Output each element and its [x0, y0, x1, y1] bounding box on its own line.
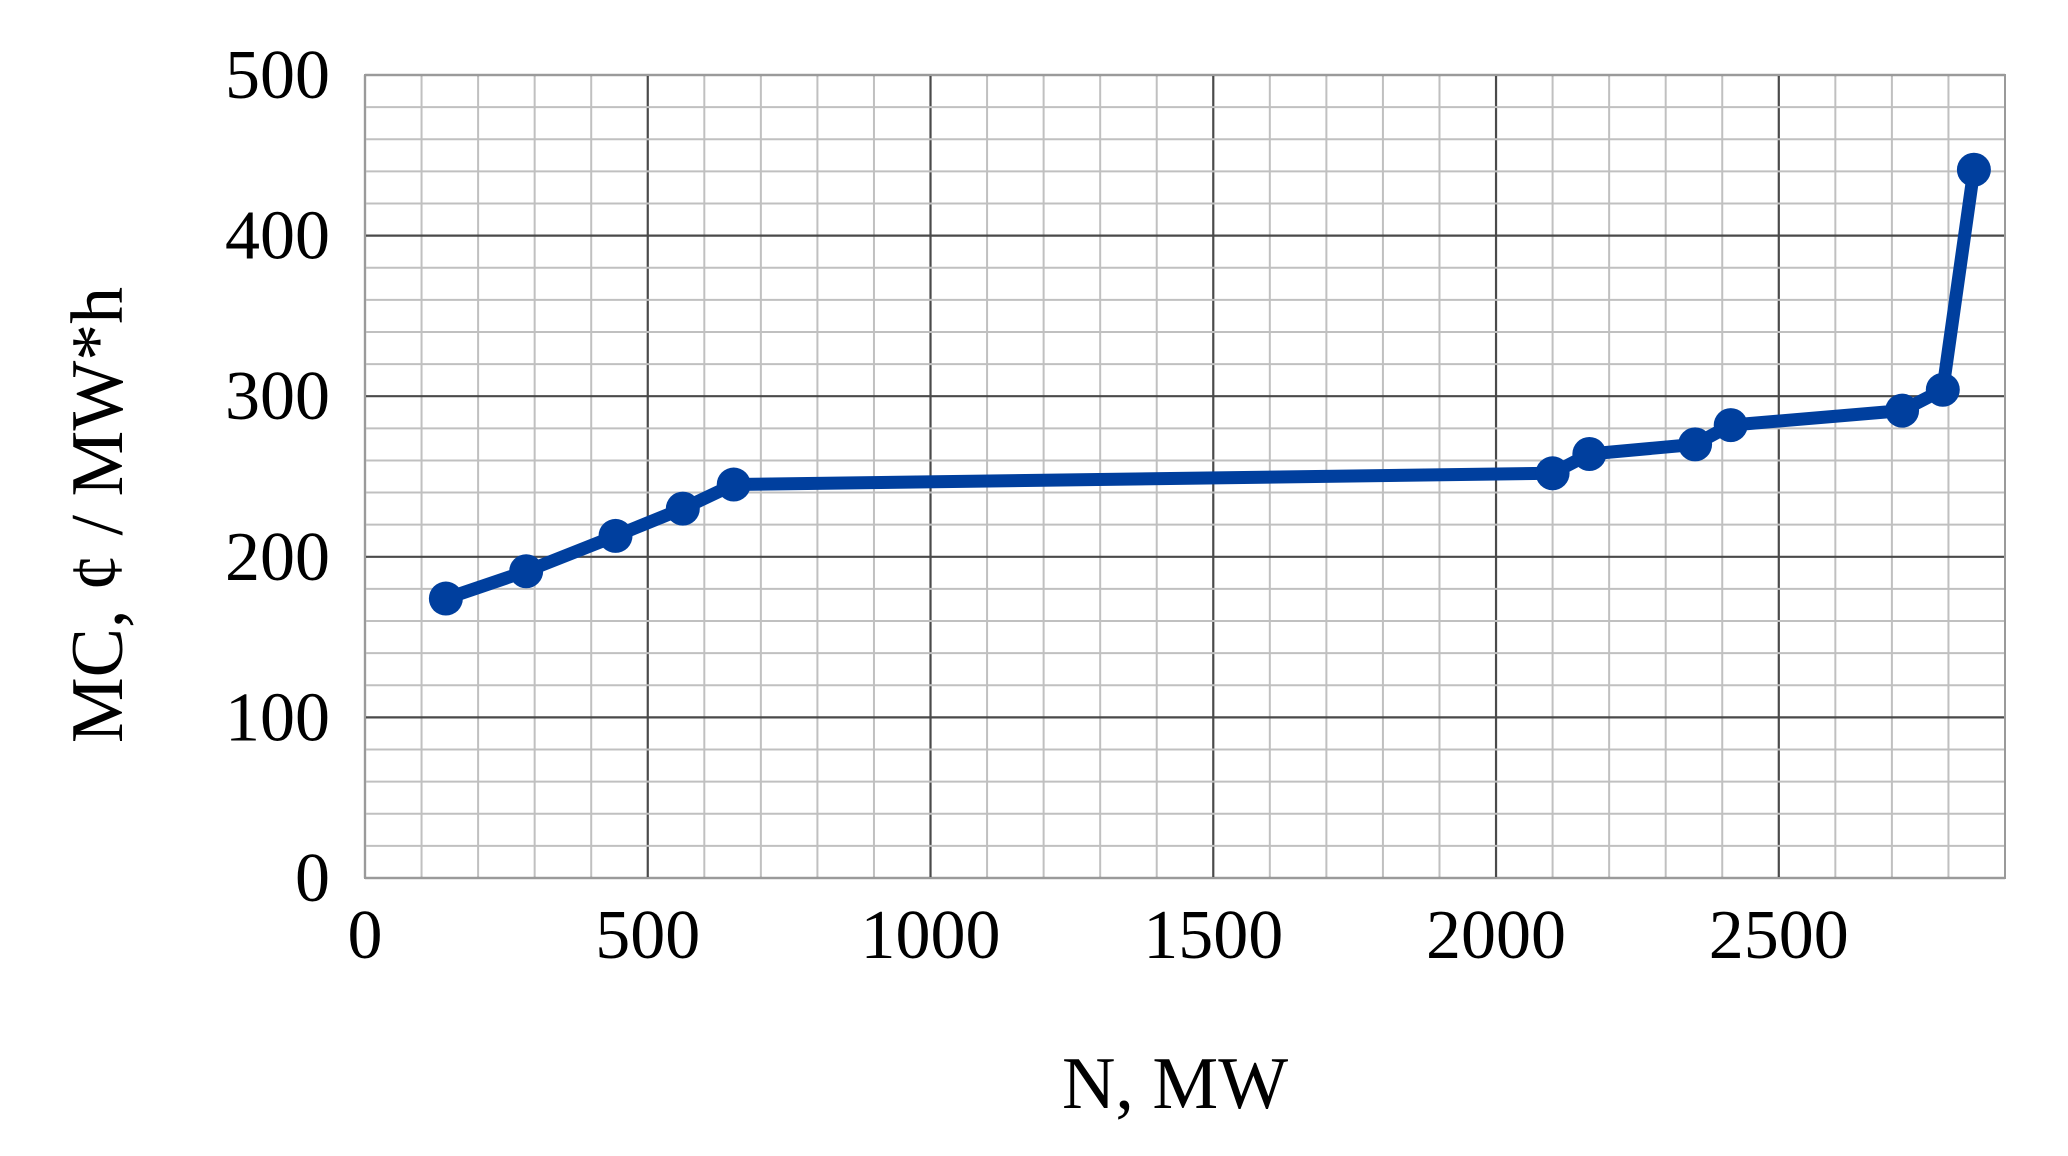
data-point — [1713, 408, 1748, 443]
x-tick-label: 2000 — [1426, 897, 1566, 974]
y-tick-label: 500 — [225, 37, 330, 114]
data-point — [1925, 372, 1960, 407]
data-point — [428, 581, 463, 616]
data-point — [1678, 427, 1713, 462]
x-axis-label: N, MW — [1062, 1043, 1288, 1125]
y-tick-label: 400 — [225, 198, 330, 275]
data-point — [716, 467, 751, 502]
y-axis-label: MC, ¢ / MW*h — [57, 287, 139, 743]
y-tick-label: 300 — [225, 358, 330, 435]
y-tick-label: 0 — [295, 840, 330, 917]
data-point — [598, 518, 633, 553]
data-point — [665, 491, 700, 526]
x-tick-label: 0 — [348, 897, 383, 974]
y-tick-label: 100 — [225, 679, 330, 756]
x-tick-label: 1000 — [861, 897, 1001, 974]
x-tick-label: 500 — [595, 897, 700, 974]
plot-area-border — [364, 74, 2006, 879]
series-line — [439, 163, 1981, 606]
x-axis-tick-labels: 0 500 1000 1500 2000 2500 — [348, 897, 1849, 974]
y-tick-label: 200 — [225, 519, 330, 596]
x-tick-label: 2500 — [1709, 897, 1849, 974]
data-point — [509, 554, 544, 589]
data-point — [1885, 393, 1920, 428]
data-series — [428, 152, 1991, 616]
y-axis-tick-labels: 0 100 200 300 400 500 — [225, 37, 330, 917]
data-point — [1956, 152, 1991, 187]
data-point — [1535, 456, 1570, 491]
data-point — [1572, 437, 1607, 472]
x-tick-label: 1500 — [1143, 897, 1283, 974]
